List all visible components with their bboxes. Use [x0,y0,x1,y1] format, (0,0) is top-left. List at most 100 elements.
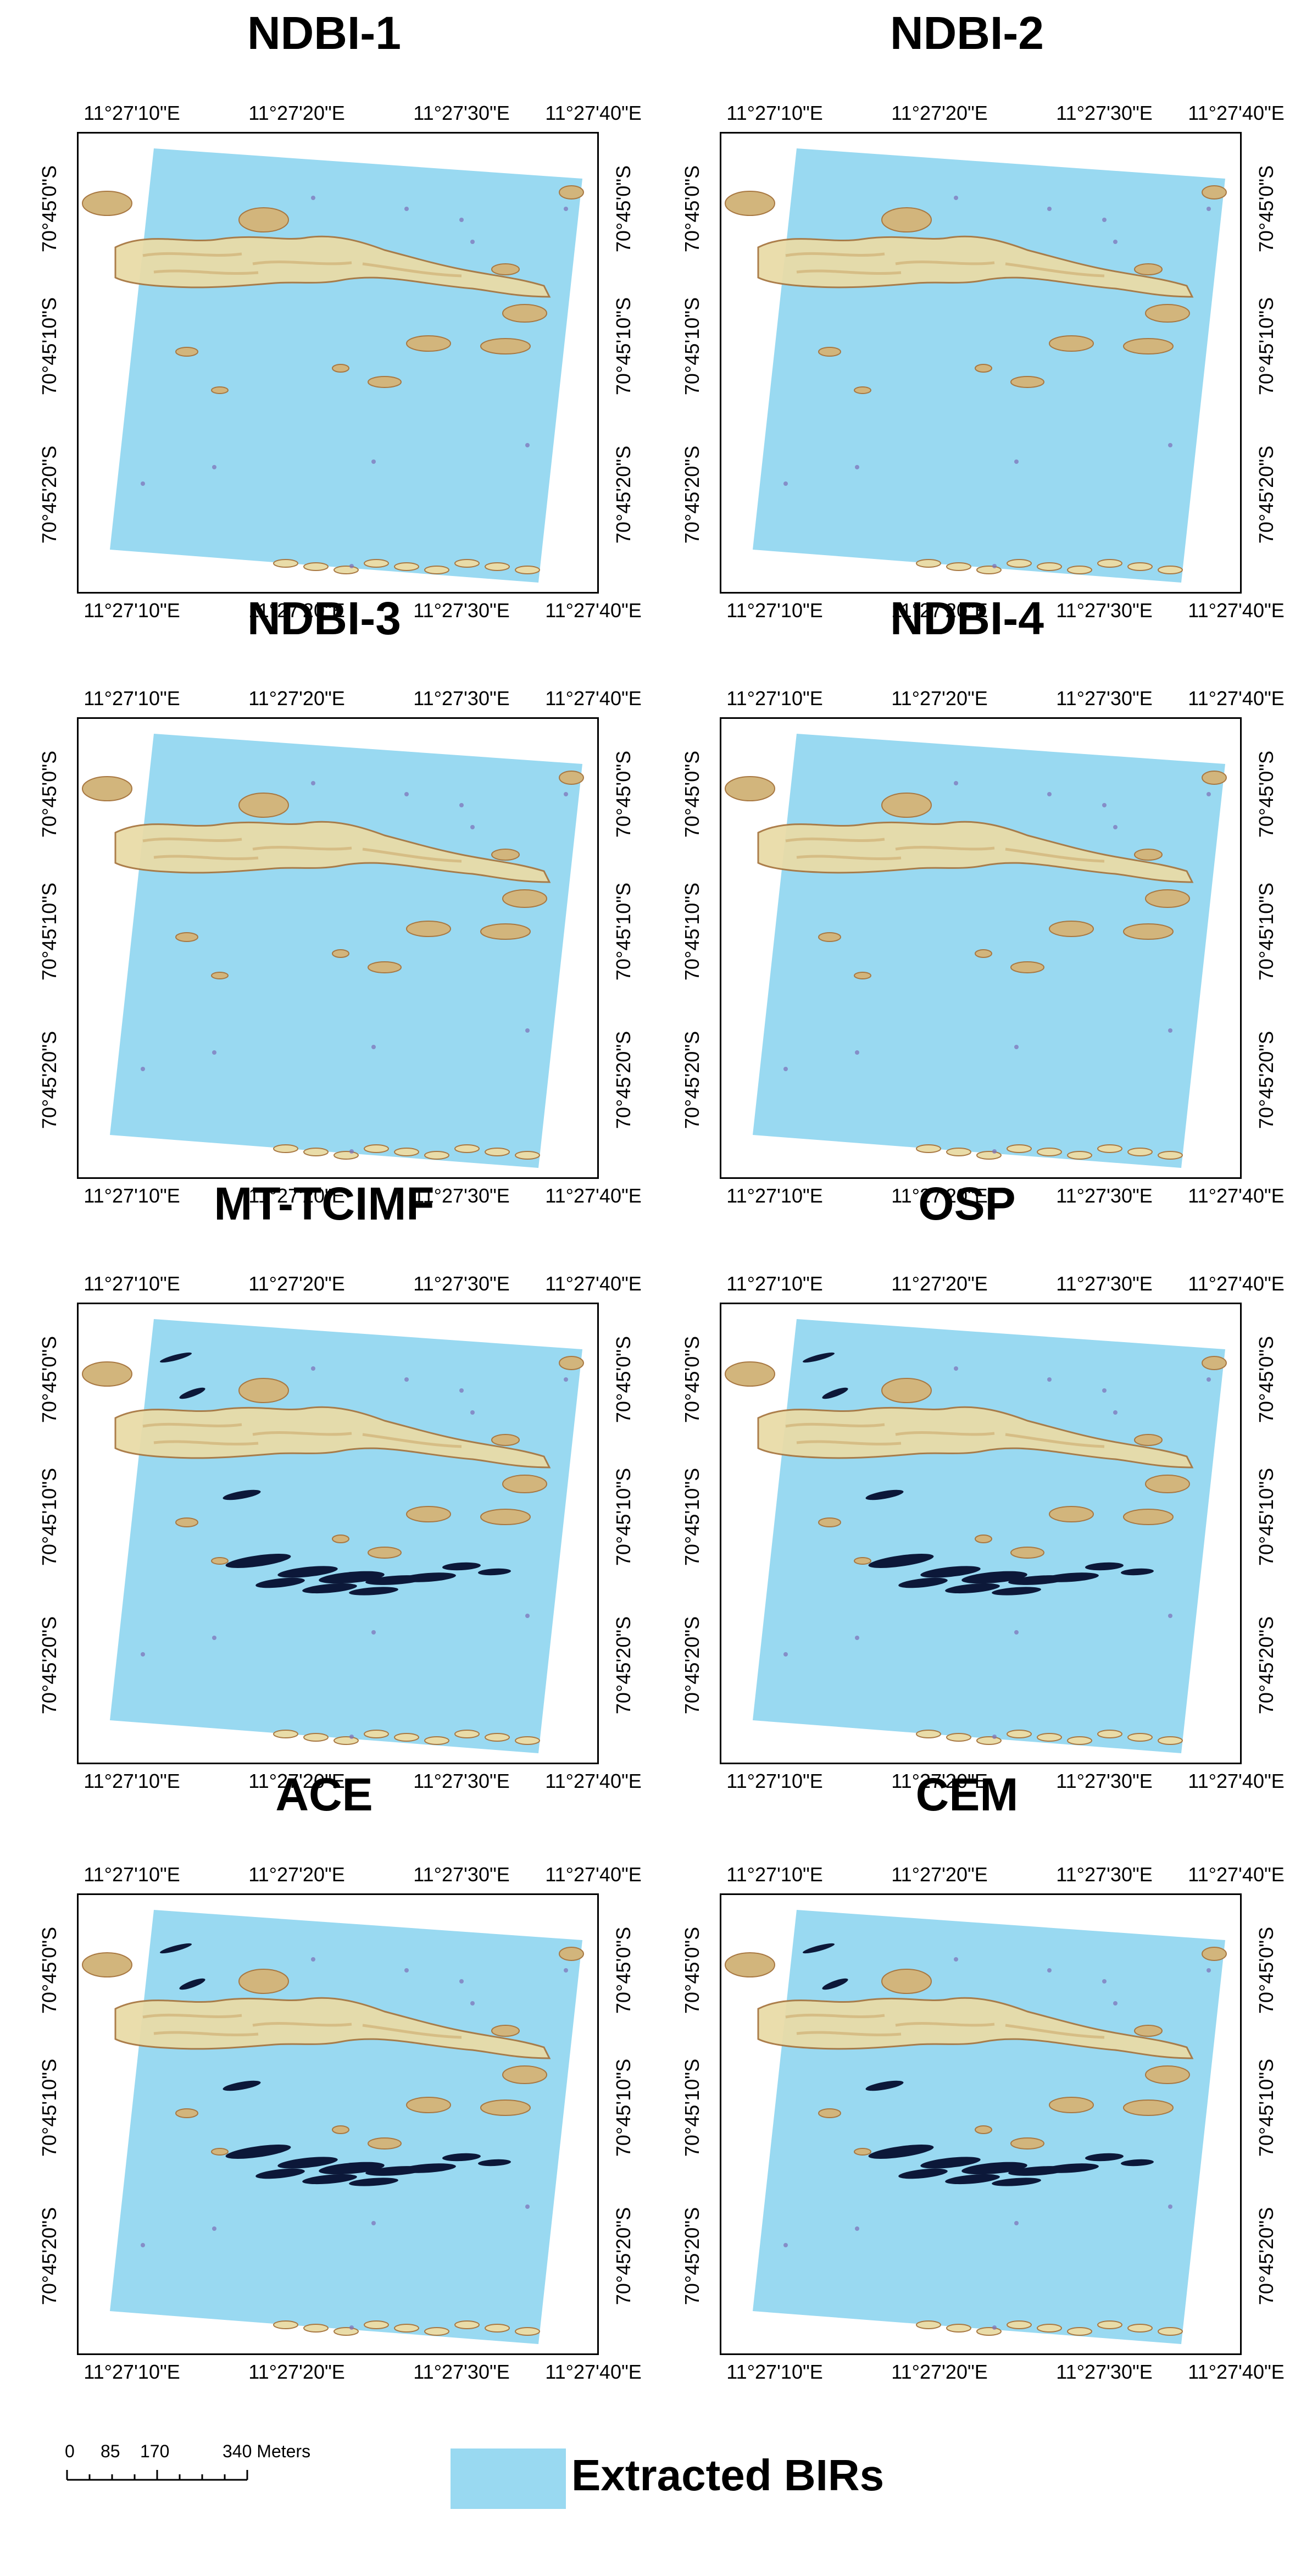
lon-label-bottom: 11°27'30"E [1056,2361,1153,2383]
noise-dot [459,803,464,807]
rock-outcrop-main [757,821,1194,883]
lon-label-top: 11°27'20"E [248,1863,345,1886]
lon-label-bottom: 11°27'10"E [84,2361,180,2383]
rock-texture-line [153,269,259,275]
noise-dot [459,218,464,222]
lon-label-bottom: 11°27'10"E [84,599,180,622]
lat-label-left: 70°45'20"S [681,445,703,544]
noise-dot [1168,1028,1172,1033]
noise-dot [1047,207,1052,211]
rock-texture-line [252,260,352,265]
lat-label-left: 70°45'10"S [38,2058,60,2157]
rock-edge [1037,1148,1062,1156]
rock-edge [394,562,419,571]
detected-target [225,2145,291,2159]
lon-label-bottom: 11°27'10"E [726,1770,823,1792]
rock-island [1123,2099,1174,2116]
rock-edge [273,1144,298,1153]
noise-dot [1207,207,1211,211]
lon-label-bottom: 11°27'40"E [1188,599,1285,622]
rock-island [502,889,547,908]
lat-label-right: 70°45'10"S [1255,2058,1277,2157]
map-frame [77,717,599,1179]
lon-label-top: 11°27'30"E [1056,687,1153,710]
lat-label-right: 70°45'10"S [1255,297,1277,396]
lon-label-bottom: 11°27'10"E [84,1770,180,1792]
noise-dot [141,481,145,486]
rock-edge [515,566,540,574]
lon-label-bottom: 11°27'40"E [545,1184,642,1207]
rock-edge [1097,559,1122,568]
map-image [725,734,1227,1168]
lat-label-right: 70°45'0"S [1255,1926,1277,2014]
rock-edge [1037,562,1062,571]
map-frame [77,1893,599,2355]
noise-dot [1047,792,1052,796]
rock-texture-line [153,855,259,861]
rock-edge [916,1730,941,1738]
rock-island [211,2148,229,2156]
lat-label-left: 70°45'0"S [38,750,60,838]
detected-target [868,1554,934,1568]
noise-dot [564,207,568,211]
rock-island [1145,1475,1190,1493]
detected-target [865,1489,904,1500]
rock-edge [1158,1151,1183,1160]
rock-edge [946,1733,971,1742]
rock-island [238,1378,289,1403]
rock-edge [515,1736,540,1745]
rock-island [502,1475,547,1493]
rock-edge [976,1151,1002,1160]
detected-target [349,1587,398,1596]
rock-edge [273,559,298,568]
lon-label-top: 11°27'20"E [891,102,988,124]
noise-dot [855,1636,859,1640]
lon-label-bottom: 11°27'10"E [726,2361,823,2383]
noise-dot [371,459,376,464]
rock-edge [946,1148,971,1156]
map-panel-ndbi-2: NDBI-2 11°27'10"E 11°27'10"E 11°27'20"E 11°2… [665,5,1285,622]
rock-island [491,263,520,275]
rock-edge [515,2327,540,2336]
rock-edge [1037,2324,1062,2333]
rock-edge [394,1733,419,1742]
rock-island [725,1952,775,1977]
detected-target [1085,1562,1124,1571]
rock-edge [454,559,480,568]
detected-target [945,2174,1000,2185]
rock-island [1134,263,1163,275]
lat-label-right: 70°45'10"S [612,297,635,396]
detected-target [277,2157,338,2169]
detected-target [1085,2153,1124,2162]
noise-dot [1047,1968,1052,1973]
rock-island [1049,921,1094,937]
map-image [725,1910,1227,2344]
detected-target [802,1352,835,1363]
detected-target [277,1566,338,1578]
map-frame [720,132,1242,594]
scale-label-340-meters: 340 Meters [223,2441,311,2461]
noise-dot [212,1636,216,1640]
rock-island [1010,376,1044,388]
rock-texture-line [153,2031,259,2037]
rock-edge [303,2324,329,2333]
rock-texture-line [252,1431,352,1436]
scale-label-170: 170 [140,2441,170,2461]
lon-label-bottom: 11°27'40"E [545,1770,642,1792]
lon-label-bottom: 11°27'30"E [1056,1184,1153,1207]
rock-island [211,1557,229,1565]
noise-dot [1113,2001,1118,2006]
rock-edge [1097,1144,1122,1153]
lon-label-bottom: 11°27'20"E [891,2361,988,2383]
lat-label-right: 70°45'20"S [612,1616,635,1715]
noise-dot [1102,1388,1107,1393]
lat-label-right: 70°45'10"S [612,882,635,981]
rock-edge [485,562,510,571]
lat-label-right: 70°45'20"S [1255,2207,1277,2306]
lat-label-left: 70°45'0"S [38,165,60,253]
map-frame [720,1303,1242,1764]
lon-label-top: 11°27'20"E [891,1272,988,1295]
lon-label-top: 11°27'30"E [1056,1863,1153,1886]
lon-label-bottom: 11°27'10"E [84,1184,180,1207]
lon-label-top: 11°27'40"E [1188,1863,1285,1886]
